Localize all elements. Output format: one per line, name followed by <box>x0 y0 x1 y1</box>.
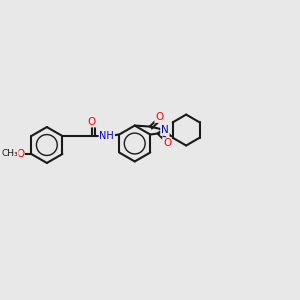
Text: N: N <box>161 125 169 135</box>
Text: O: O <box>163 138 171 148</box>
Text: NH: NH <box>99 131 114 141</box>
Text: O: O <box>88 117 96 127</box>
Text: O: O <box>155 112 164 122</box>
Text: O: O <box>16 149 24 159</box>
Text: CH₃: CH₃ <box>1 149 18 158</box>
